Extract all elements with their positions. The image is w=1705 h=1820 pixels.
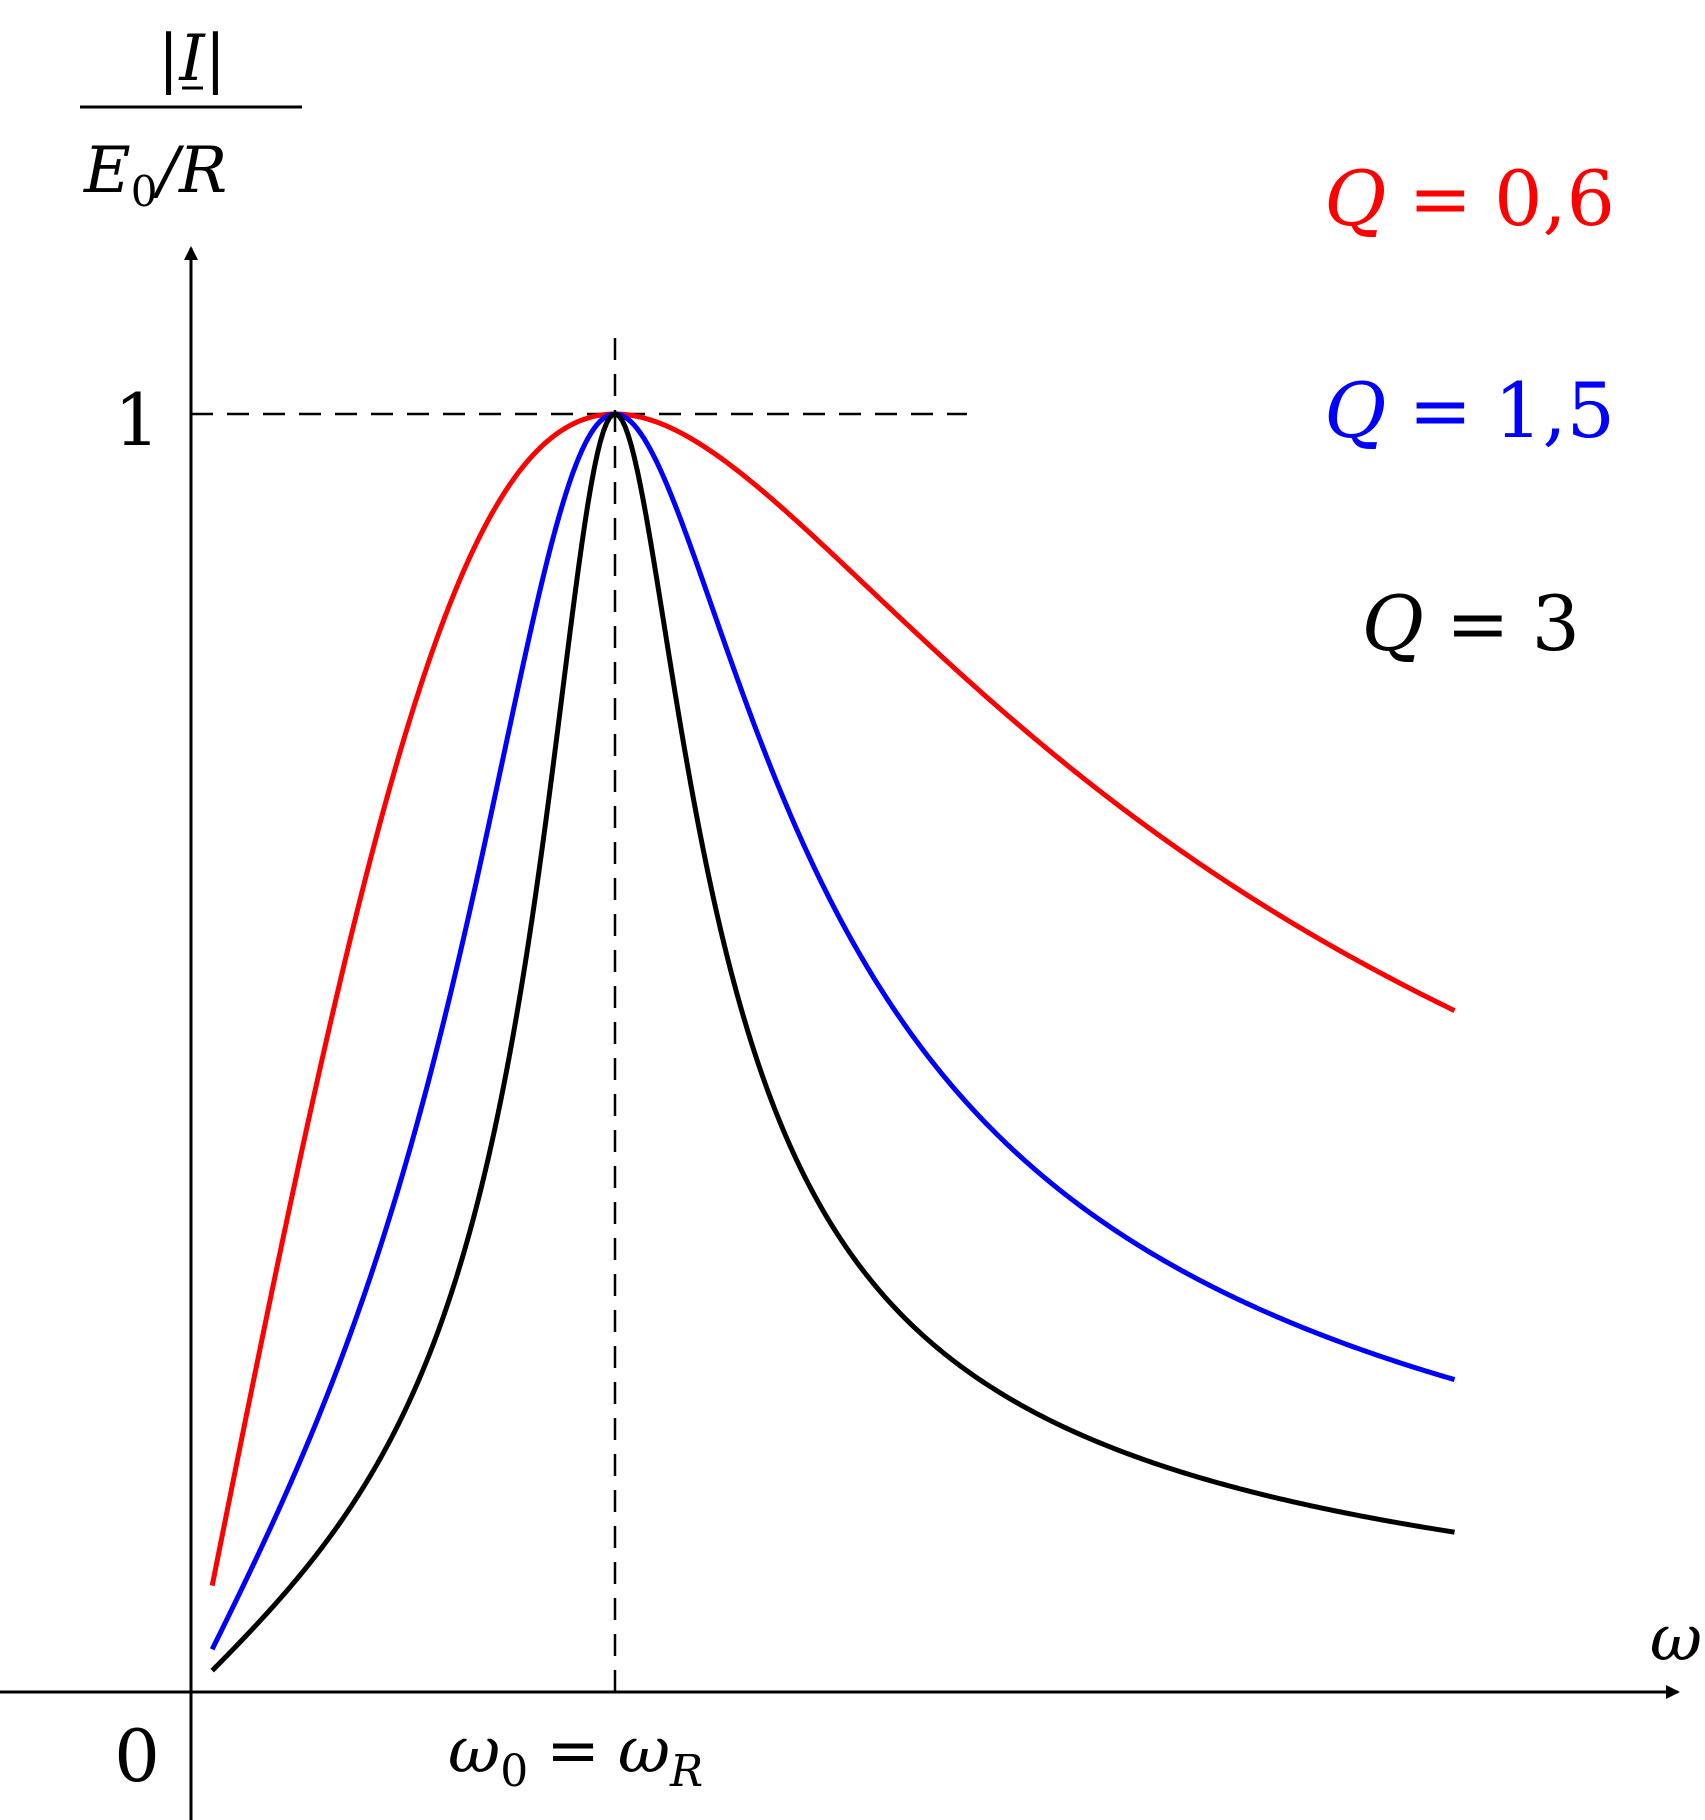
x-axis-label: ω — [1650, 1602, 1702, 1676]
legend-q-1-5-eq: = — [1408, 366, 1472, 455]
x-tick-omegaR-main: ω — [618, 1714, 670, 1788]
legend-q-0-6-eq: = — [1408, 154, 1472, 243]
legend-entry-q-3: Q = 3 — [1362, 579, 1580, 668]
x-tick-omega0-main: ω — [448, 1714, 500, 1788]
x-tick-omegaR-sub: R — [669, 1746, 703, 1797]
x-tick-label-0: 0 — [114, 1714, 160, 1798]
series-line-2 — [209, 411, 1456, 1651]
y-axis-label-denominator-sub: 0 — [131, 167, 158, 216]
series-line-3 — [210, 411, 1455, 1673]
y-axis-label-denominator: E0/R — [83, 134, 227, 216]
legend-q-3-symbol: Q — [1362, 579, 1424, 668]
series-line-1 — [209, 411, 1456, 1587]
y-axis-label-denominator-main: E — [83, 134, 131, 208]
legend-q-1-5-value: 1,5 — [1494, 366, 1615, 455]
x-tick-omega0-sub: 0 — [500, 1746, 528, 1797]
legend-q-3-eq: = — [1446, 579, 1510, 668]
legend-q-1-5-symbol: Q — [1324, 366, 1386, 455]
legend-q-0-6-value: 0,6 — [1494, 154, 1615, 243]
legend-entry-q-0-6: Q = 0,6 — [1324, 154, 1615, 243]
y-axis-label-denominator-rest: /R — [151, 134, 227, 208]
legend-q-0-6-symbol: Q — [1324, 154, 1386, 243]
y-axis-label: |I| E0/R — [80, 22, 302, 216]
legend-q-3-value: 3 — [1532, 579, 1580, 668]
x-tick-label-omega0: ω0 = ωR — [448, 1714, 703, 1797]
y-axis-label-numerator: |I| — [158, 22, 226, 96]
legend: Q = 0,6 Q = 1,5 Q = 3 — [1324, 154, 1615, 668]
y-tick-label-1: 1 — [114, 378, 160, 462]
series-curves — [209, 411, 1456, 1673]
legend-entry-q-1-5: Q = 1,5 — [1324, 366, 1615, 455]
x-tick-eq: = — [546, 1714, 600, 1788]
